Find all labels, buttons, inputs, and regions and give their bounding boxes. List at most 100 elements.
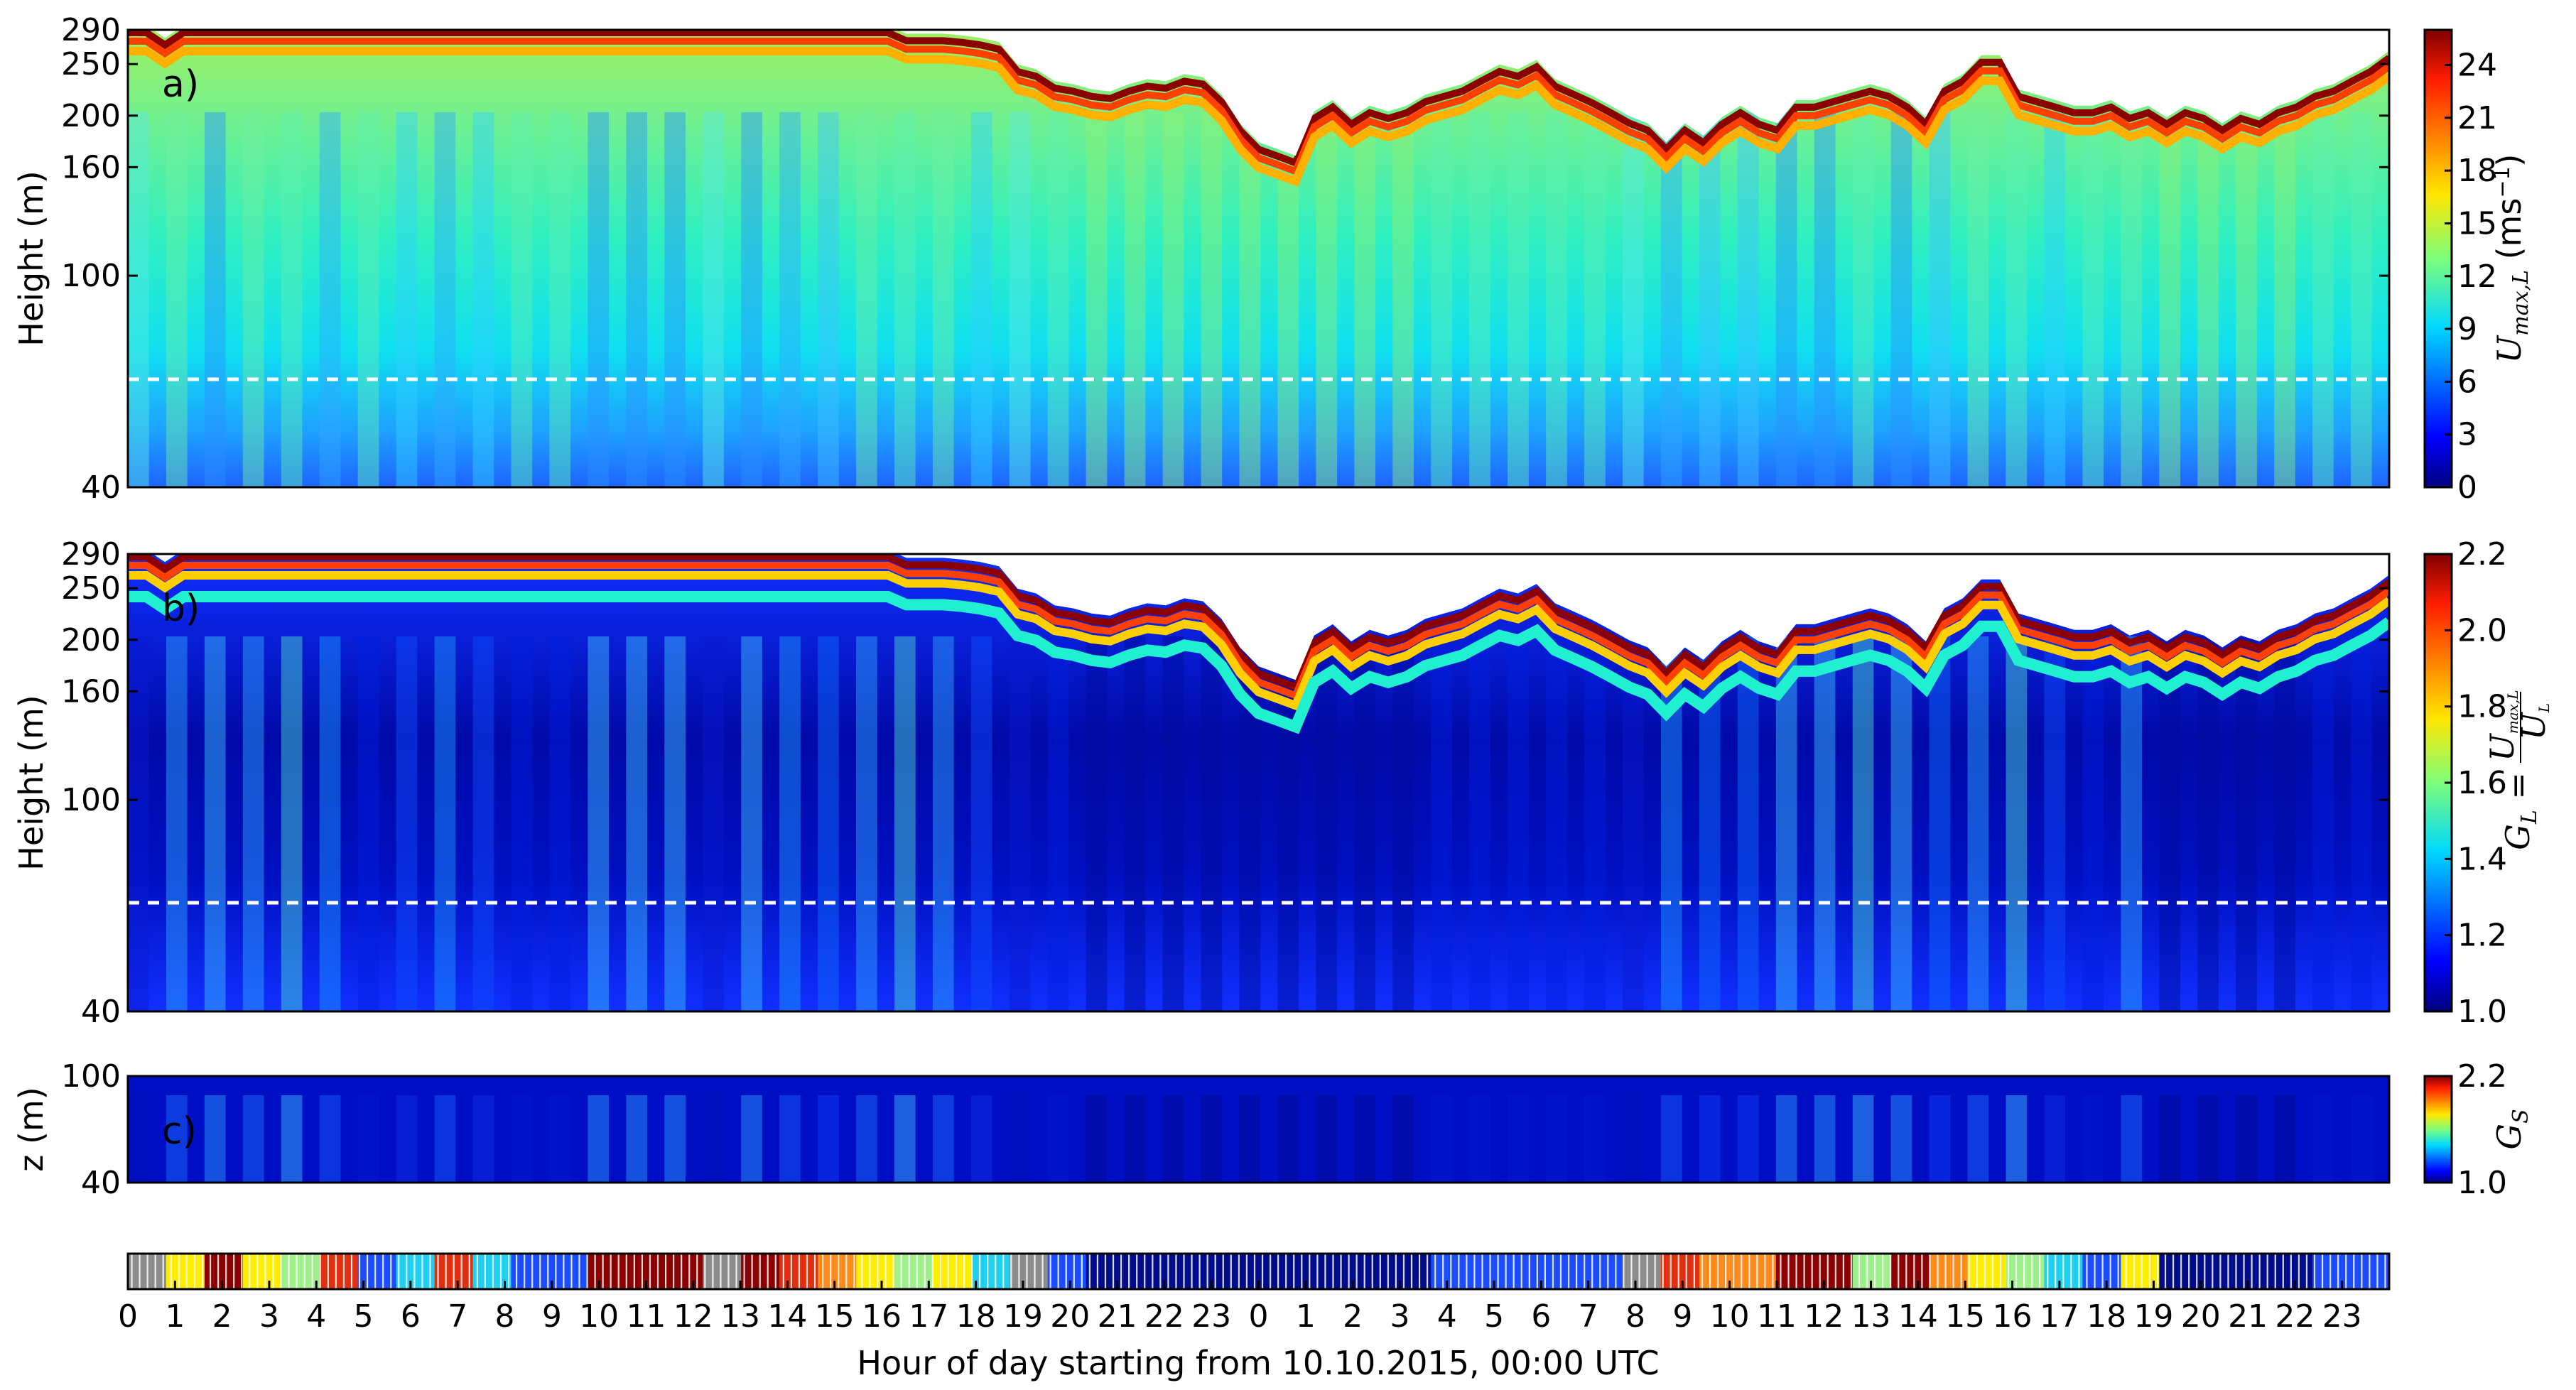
panel-c-streak: [1201, 1095, 1223, 1183]
x-tick-label: 10: [1710, 1298, 1750, 1335]
x-axis-label: Hour of day starting from 10.10.2015, 00…: [857, 1344, 1659, 1382]
colorbar-b-tick-label: 1.6: [2457, 765, 2507, 801]
panel-a-streak: [472, 112, 494, 487]
panel-a-streak: [1775, 112, 1797, 487]
colorbar-c-tick-label: 2.2: [2457, 1058, 2507, 1095]
panel-b-ytick-label: 40: [81, 994, 121, 1030]
panel-c-streak: [1699, 1095, 1721, 1183]
panel-a-streak: [1737, 112, 1759, 487]
panel-a-streak: [2351, 112, 2372, 487]
colorbar-b-tick-label: 1.0: [2457, 994, 2507, 1030]
panel-c-streak: [1124, 1095, 1146, 1183]
panel-c-streak: [1929, 1095, 1951, 1183]
panel-a-streak: [1699, 112, 1721, 487]
x-tick-label: 5: [1484, 1298, 1504, 1335]
colorbar-b-tick-label: 1.4: [2457, 841, 2507, 877]
x-tick-label: 22: [1144, 1298, 1184, 1335]
colorbar-c: 1.0 2.2: [2423, 1058, 2507, 1201]
x-tick-label: 6: [401, 1298, 421, 1335]
colorbar-b-tick-label: 1.8: [2457, 689, 2507, 725]
panel-a-ytick-label: 290: [61, 12, 121, 48]
panel-b-streak: [818, 636, 839, 1011]
panel-b-streak: [1814, 636, 1836, 1011]
panel-c-streak: [1277, 1095, 1299, 1183]
panel-b-streak: [2197, 636, 2219, 1011]
classification-cell: [703, 1254, 742, 1289]
x-axis-ticks: 0 1 2 3 4 5 6 7 8 9 10 11 12 13 14 15 16 17 18 19 20 21 22 23 0 1…: [118, 1281, 2362, 1335]
x-tick-label: 4: [306, 1298, 326, 1335]
classification-cell: [818, 1254, 857, 1289]
panel-a-streak: [1852, 112, 1874, 487]
colorbar-a-tick-label: 12: [2457, 259, 2497, 295]
x-tick-label: 0: [1249, 1298, 1269, 1335]
colorbar-a-tick-label: 21: [2457, 100, 2497, 136]
panel-c-streak: [1814, 1095, 1836, 1183]
panel-c-streak: [1967, 1095, 1989, 1183]
panel-c-streak: [1316, 1095, 1338, 1183]
panel-a-label: a): [162, 63, 199, 106]
panel-a-streak: [1584, 112, 1606, 487]
panel-c-field: [128, 1076, 2389, 1183]
panel-c-streak: [1890, 1095, 1912, 1183]
panel-b-streak: [2044, 636, 2066, 1011]
panel-a-streak: [2312, 112, 2334, 487]
panel-a-streak: [664, 112, 686, 487]
panel-a-streak: [1623, 112, 1644, 487]
panel-c-streak: [779, 1095, 801, 1183]
x-tick-label: 13: [1851, 1298, 1891, 1335]
panel-c-streak: [2082, 1095, 2104, 1183]
x-tick-label: 2: [1343, 1298, 1363, 1335]
colorbar-a-tick-label: 15: [2457, 205, 2497, 241]
classification-cell: [511, 1254, 550, 1289]
x-tick-label: 23: [1191, 1298, 1231, 1335]
panel-c-streak: [2159, 1095, 2180, 1183]
panel-c-streak: [2274, 1095, 2295, 1183]
x-tick-label: 3: [259, 1298, 279, 1335]
panel-c-streak: [472, 1095, 494, 1183]
panel-b-streak: [1584, 636, 1606, 1011]
panel-b-streak: [626, 636, 648, 1011]
x-tick-label: 14: [1898, 1298, 1938, 1335]
panel-b-streak: [703, 636, 724, 1011]
panel-b-boundary-line-inner: [128, 562, 2389, 700]
panel-c-frame: [126, 1075, 2391, 1184]
x-tick-label: 13: [720, 1298, 760, 1335]
panel-b-streak: [1009, 636, 1031, 1011]
classification-cell: [1929, 1254, 1969, 1289]
panel-a-streak: [1890, 112, 1912, 487]
panel-a-boundary-line-inner: [128, 38, 2389, 176]
panel-a-boundary-line: [128, 30, 2389, 168]
panel-a-streak: [588, 112, 610, 487]
classification-cell: [1162, 1254, 1202, 1289]
panel-b-streak: [2006, 636, 2028, 1011]
panel-c-streak: [1737, 1095, 1759, 1183]
panel-b-streak: [1354, 636, 1376, 1011]
colorbar-b-tick-label: 2.0: [2457, 612, 2507, 648]
panel-a-streak: [511, 112, 533, 487]
panel-a-y-axis-label: Height (m): [12, 170, 50, 346]
panel-c-streak: [1431, 1095, 1452, 1183]
svg-text:Umax,L (ms−1): Umax,L (ms−1): [2490, 153, 2533, 363]
panel-c-streak: [970, 1095, 992, 1183]
panel-a-streak: [1047, 112, 1069, 487]
panel-b-ytick-label: 100: [61, 782, 121, 818]
colorbar-a-label: Umax,L (ms−1): [2490, 153, 2533, 363]
colorbar-a-tick-label: 9: [2457, 311, 2477, 347]
panel-c-streak: [396, 1095, 418, 1183]
panel-b-streak: [1508, 636, 1529, 1011]
panel-b-streak: [319, 636, 341, 1011]
panel-a-frame: [126, 28, 2391, 489]
panel-b-streak: [2274, 636, 2295, 1011]
panel-c-streak: [1009, 1095, 1031, 1183]
colorbar-c-frame: [2423, 1075, 2453, 1184]
panel-a-streak: [1546, 112, 1567, 487]
panel-b-streak: [1316, 636, 1338, 1011]
panel-a-streak: [242, 112, 264, 487]
panel-c: 40 100 z (m) c): [12, 1058, 2391, 1201]
panel-c-streak: [1047, 1095, 1069, 1183]
panel-b-streak: [856, 636, 877, 1011]
classification-cell: [2197, 1254, 2236, 1289]
classification-cell: [588, 1254, 627, 1289]
